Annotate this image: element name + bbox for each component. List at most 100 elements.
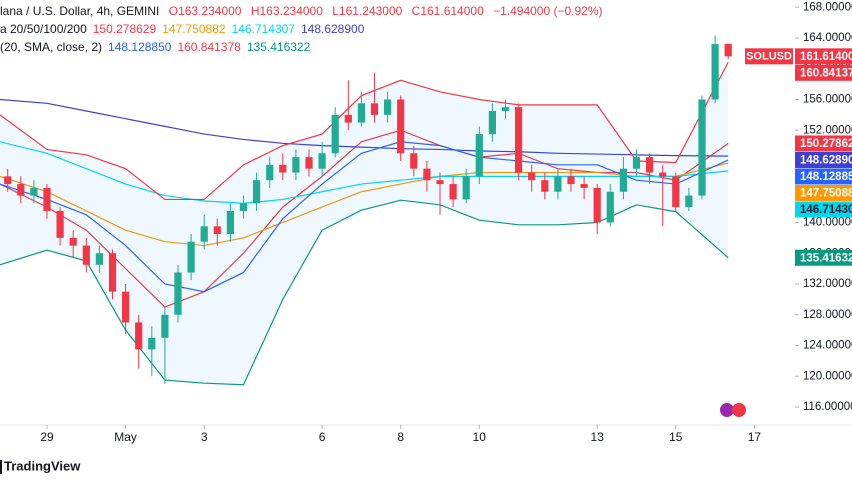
symbol-tag-label: SOLUSD xyxy=(746,51,792,63)
candle-body xyxy=(488,111,496,135)
candle-body xyxy=(593,187,601,223)
legend-row: (20, SMA, close, 2) 148.128850 160.841378 1… xyxy=(0,38,609,56)
band-fill xyxy=(0,62,729,385)
y-tick-label: 164.00000 xyxy=(803,32,852,44)
candle-body xyxy=(397,99,405,154)
price-tag xyxy=(795,64,852,81)
indicator-line xyxy=(0,162,729,247)
x-tick-label: 3 xyxy=(201,430,208,444)
x-tick-label: 29 xyxy=(40,430,54,444)
candle-body xyxy=(698,99,706,196)
candle-body xyxy=(357,103,365,123)
x-tick-label: 8 xyxy=(397,430,404,444)
candle-body xyxy=(528,172,536,181)
price-tag xyxy=(795,168,852,185)
candle-body xyxy=(122,291,130,323)
candle-body xyxy=(685,195,693,208)
candle-body xyxy=(344,114,352,123)
ohlc: C161.614000 xyxy=(411,4,484,18)
legend-value: 147.750882 xyxy=(162,22,226,36)
legend-value: 146.714307 xyxy=(231,22,295,36)
candle-body xyxy=(580,184,588,188)
price-tag-label: 147.750882 xyxy=(800,187,852,199)
logo xyxy=(0,460,2,474)
price-tag xyxy=(795,48,852,65)
candle-body xyxy=(279,164,287,173)
candle-body xyxy=(82,245,90,265)
symbol-tag xyxy=(745,48,793,65)
y-tick-label: 132.00000 xyxy=(803,278,852,290)
candle-body xyxy=(501,107,510,112)
candle-body xyxy=(724,43,732,57)
y-tick-label: 116.00000 xyxy=(803,401,852,413)
indicator-name: (20, SMA, close, 2) xyxy=(0,40,103,54)
price-tag-label: 146.714307 xyxy=(800,204,852,216)
candle-body xyxy=(606,191,614,223)
candle-body xyxy=(632,157,641,169)
candle-body xyxy=(95,253,103,265)
symbol-name: lana / U.S. Dollar, 4h, GEMINI xyxy=(0,4,160,18)
y-tick-label: 140.00000 xyxy=(803,217,852,229)
candle-body xyxy=(174,272,182,315)
candle-body xyxy=(200,226,208,242)
candle-body xyxy=(148,337,156,350)
candle-body xyxy=(541,180,549,192)
candle-body xyxy=(4,176,12,185)
candle-body xyxy=(619,168,628,192)
candle-body xyxy=(239,203,248,211)
price-tag-label: 135.416322 xyxy=(800,252,852,264)
candle-body xyxy=(711,44,719,100)
price-tag-label: 148.128850 xyxy=(800,171,852,183)
indicator-line xyxy=(0,98,729,157)
watermark: TradingView xyxy=(4,458,81,473)
price-tag-label: 160.841378 xyxy=(800,67,852,79)
legend-value: 135.416322 xyxy=(246,40,311,54)
candle-body xyxy=(69,237,77,246)
candle-body xyxy=(17,184,25,196)
logo-mark xyxy=(0,460,2,474)
candle-body xyxy=(135,322,143,350)
change: −1.494000 (−0.92%) xyxy=(493,4,603,18)
candle-body xyxy=(43,187,51,211)
candle-body xyxy=(370,103,379,115)
candle-body xyxy=(475,134,483,177)
candle-body xyxy=(554,176,562,192)
icon[interactable] xyxy=(720,403,734,417)
y-tick-label: 120.00000 xyxy=(803,370,852,382)
candle-body xyxy=(384,99,392,115)
candle-body xyxy=(410,153,418,169)
price-tag-label: 161.61400 xyxy=(800,51,852,63)
candle-body xyxy=(318,153,326,169)
icon[interactable] xyxy=(732,403,746,417)
ohlc: H163.234000 xyxy=(250,4,323,18)
candle-body xyxy=(266,164,274,181)
candle-body xyxy=(567,176,575,185)
x-tick-label: 17 xyxy=(748,430,762,444)
x-tick-label: 13 xyxy=(591,430,605,444)
x-tick-label: May xyxy=(114,430,137,444)
price-tag xyxy=(795,249,852,266)
y-tick-label: 168.00000 xyxy=(803,1,852,13)
legend-row: a 20/50/100/200 150.278629 147.750882 146.7… xyxy=(0,20,609,38)
x-tick-label: 10 xyxy=(473,430,487,444)
candle-body xyxy=(449,184,457,200)
indicator-line xyxy=(0,141,729,293)
candle-body xyxy=(645,157,654,173)
candle-body xyxy=(213,226,221,235)
candle-body xyxy=(30,187,38,196)
candle-body xyxy=(292,157,300,173)
candle-body xyxy=(108,253,117,292)
y-tick-label: 156.00000 xyxy=(803,94,852,106)
indicator-name: a 20/50/100/200 xyxy=(0,22,87,36)
legend-value: 148.628900 xyxy=(300,22,365,36)
compare-icon[interactable] xyxy=(720,403,746,417)
candle-body xyxy=(252,180,261,204)
price-tag xyxy=(795,184,852,201)
y-tick-label: 124.00000 xyxy=(803,340,852,352)
legend-value: 150.278629 xyxy=(92,22,157,36)
ohlc: O163.234000 xyxy=(168,4,242,18)
legend: lana / U.S. Dollar, 4h, GEMINI O163.2340… xyxy=(0,2,609,56)
candle-body xyxy=(436,180,444,185)
